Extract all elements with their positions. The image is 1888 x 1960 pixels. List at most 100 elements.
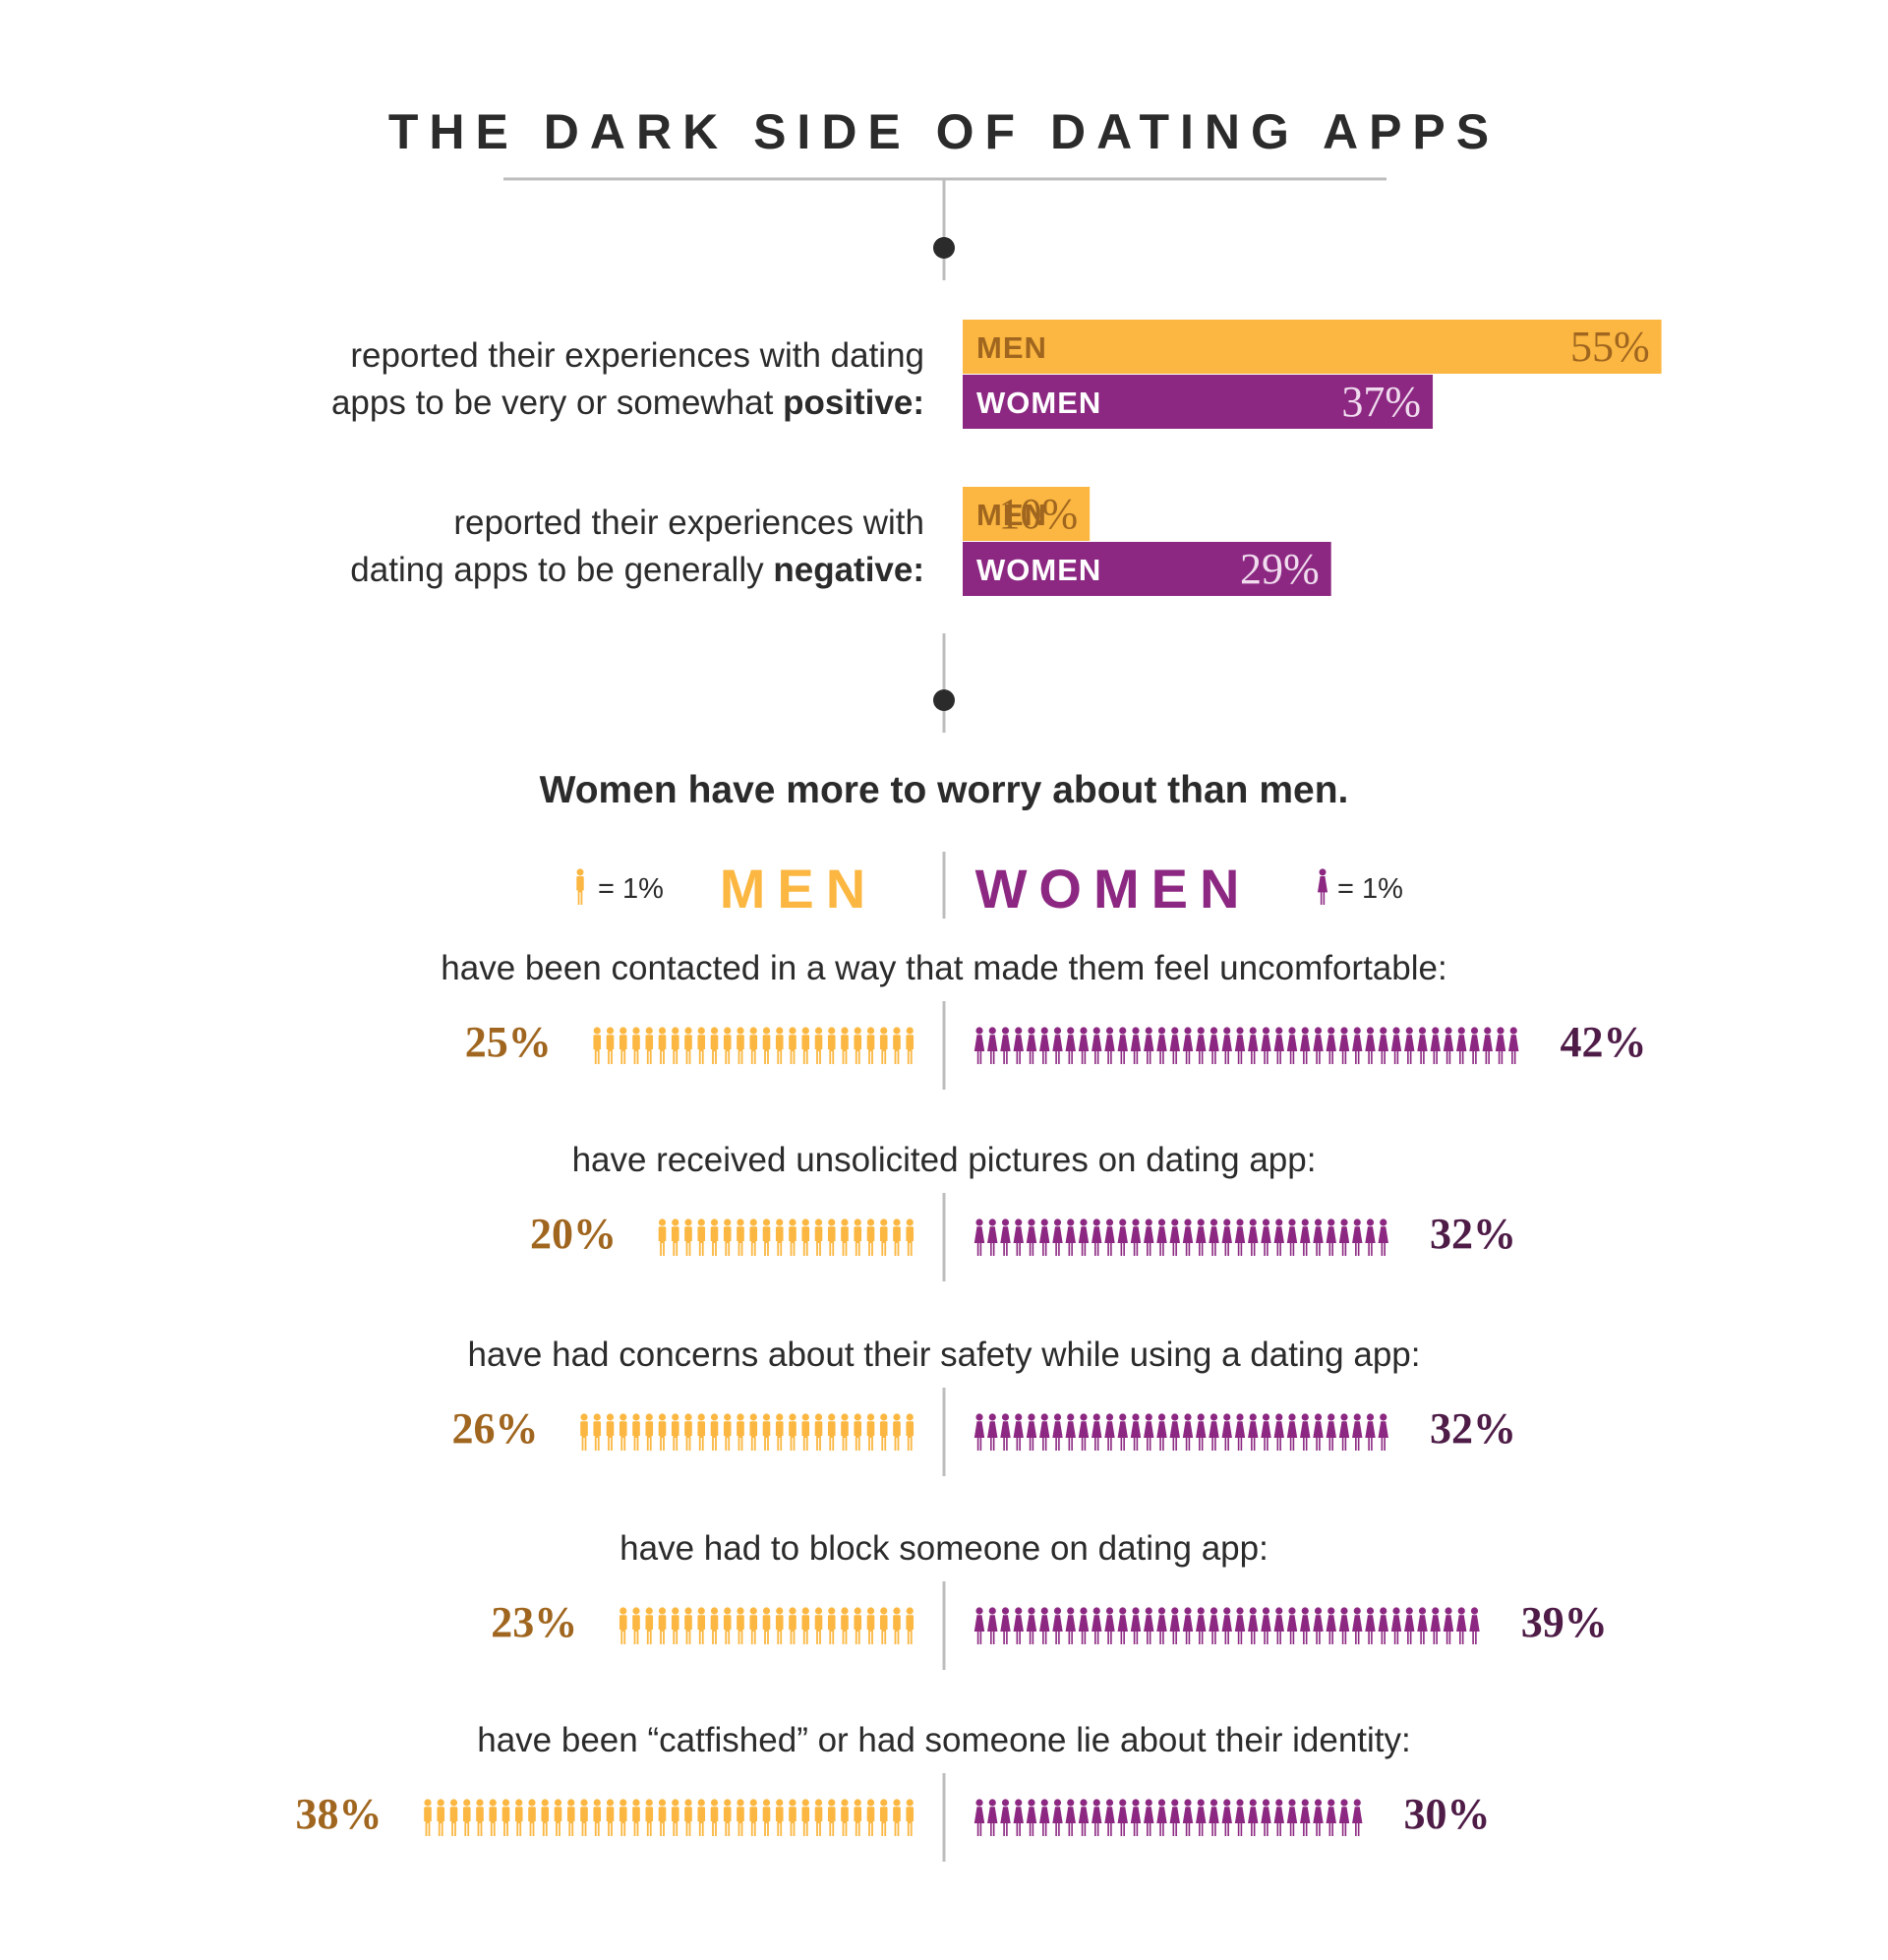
man-icon [671, 1218, 679, 1256]
man-icon [854, 1413, 862, 1451]
woman-icon [1169, 1799, 1180, 1836]
connector-dot-mid [933, 689, 955, 711]
men-key-label: = 1% [598, 873, 664, 905]
man-icon [854, 1799, 862, 1836]
woman-icon [1026, 1607, 1037, 1644]
woman-icon [1317, 868, 1328, 905]
man-icon [424, 1799, 432, 1836]
woman-icon [1495, 1027, 1506, 1064]
woman-icon [1156, 1607, 1167, 1644]
woman-icon [1092, 1027, 1102, 1064]
woman-icon [1261, 1218, 1271, 1256]
man-icon [576, 868, 584, 905]
women-bar-value: 37% [1341, 378, 1421, 426]
man-icon [775, 1027, 784, 1064]
man-icon [671, 1607, 679, 1644]
man-icon [827, 1413, 836, 1451]
woman-icon [1365, 1218, 1376, 1256]
woman-icon [1286, 1607, 1298, 1644]
men-percent: 20% [530, 1210, 617, 1258]
man-icon [541, 1799, 550, 1836]
women-percent: 42% [1561, 1018, 1647, 1066]
section-subtitle: Women have more to worry about than men. [540, 769, 1349, 811]
man-icon [762, 1799, 771, 1836]
man-icon [593, 1027, 602, 1064]
man-icon [645, 1027, 654, 1064]
man-icon [737, 1413, 744, 1451]
man-icon [906, 1413, 914, 1451]
woman-icon [1052, 1218, 1063, 1256]
women-header: WOMEN [975, 858, 1252, 920]
woman-icon [1209, 1799, 1219, 1836]
woman-icon [1156, 1799, 1167, 1836]
woman-icon [1156, 1413, 1167, 1451]
men-bar [963, 320, 1662, 374]
woman-icon [1013, 1607, 1024, 1644]
man-icon [866, 1218, 875, 1256]
woman-icon [1508, 1027, 1519, 1064]
woman-icon [987, 1799, 998, 1836]
men-percent: 26% [452, 1404, 539, 1453]
man-icon [723, 1413, 732, 1451]
woman-icon [1261, 1413, 1271, 1451]
woman-icon [1104, 1413, 1115, 1451]
man-icon [789, 1607, 796, 1644]
woman-icon [1300, 1218, 1311, 1256]
bar-group-label-line1: reported their experiences with [453, 504, 924, 542]
man-icon [814, 1413, 823, 1451]
woman-icon [1169, 1413, 1180, 1451]
woman-icon [1338, 1799, 1350, 1836]
man-icon [827, 1218, 836, 1256]
connector-dot-top [933, 237, 955, 259]
woman-icon [1144, 1607, 1154, 1644]
woman-icon [1052, 1413, 1063, 1451]
woman-icon [1313, 1413, 1324, 1451]
woman-icon [1104, 1799, 1115, 1836]
man-icon [580, 1799, 588, 1836]
woman-icon [1196, 1218, 1207, 1256]
men-bar-label: MEN [976, 330, 1047, 365]
man-icon [762, 1027, 771, 1064]
man-icon [801, 1027, 810, 1064]
man-icon [710, 1799, 719, 1836]
woman-icon [1286, 1027, 1298, 1064]
men-percent: 38% [296, 1790, 383, 1838]
woman-icon [1273, 1413, 1284, 1451]
woman-icon [1078, 1413, 1090, 1451]
woman-icon [1248, 1799, 1259, 1836]
man-icon [671, 1027, 679, 1064]
man-icon [658, 1027, 667, 1064]
man-icon [671, 1413, 679, 1451]
man-icon [658, 1607, 667, 1644]
woman-icon [1039, 1607, 1050, 1644]
woman-icon [1313, 1027, 1324, 1064]
woman-icon [1417, 1027, 1428, 1064]
pictogram-row: have had concerns about their safety whi… [452, 1336, 1516, 1476]
woman-icon [1078, 1607, 1090, 1644]
woman-icon [1144, 1413, 1154, 1451]
woman-icon [1104, 1218, 1115, 1256]
woman-icon [1065, 1413, 1076, 1451]
man-icon [619, 1027, 627, 1064]
man-icon [606, 1027, 615, 1064]
woman-icon [1117, 1607, 1128, 1644]
man-icon [749, 1607, 758, 1644]
woman-icon [974, 1799, 985, 1836]
woman-icon [1182, 1413, 1194, 1451]
man-icon [775, 1607, 784, 1644]
bar-group-label-line1: reported their experiences with dating [350, 336, 924, 375]
page-title: THE DARK SIDE OF DATING APPS [388, 104, 1500, 159]
woman-icon [1390, 1027, 1402, 1064]
man-icon [710, 1218, 719, 1256]
man-icon [684, 1799, 692, 1836]
man-icon [658, 1218, 667, 1256]
woman-icon [1052, 1607, 1063, 1644]
woman-icon [1221, 1799, 1232, 1836]
woman-icon [1378, 1607, 1388, 1644]
woman-icon [1117, 1413, 1128, 1451]
woman-icon [1300, 1607, 1311, 1644]
man-icon [906, 1607, 914, 1644]
pictogram-row: have been “catfished” or had someone lie… [296, 1721, 1491, 1862]
woman-icon [1000, 1799, 1011, 1836]
woman-icon [1352, 1607, 1363, 1644]
